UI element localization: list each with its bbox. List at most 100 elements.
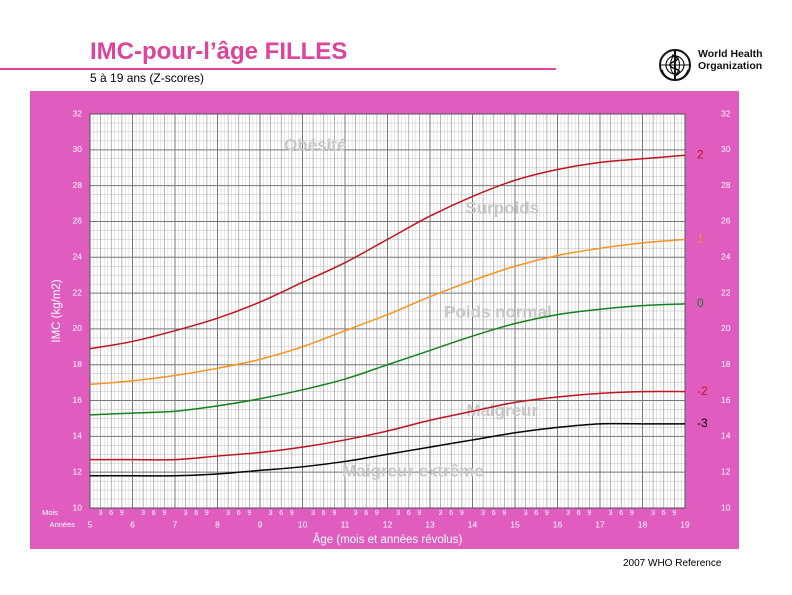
x-tick-label: 12 [383,519,393,529]
x-month-tick-label: 6 [152,510,156,517]
page-title: IMC-pour-l’âge FILLES [90,38,348,65]
who-emblem-icon [659,49,691,81]
x-month-tick-label: 6 [279,510,283,517]
x-month-tick-label: 9 [502,510,506,517]
x-tick-label: 5 [88,519,93,529]
x-tick-label: 18 [638,519,648,529]
x-tick-label: 17 [595,519,605,529]
title-underline [0,68,556,70]
plot-border [89,113,686,509]
x-month-tick-label: 9 [545,510,549,517]
x-month-tick-label: 3 [226,510,230,517]
y-tick-label-right: 10 [721,502,731,512]
x-month-tick-label: 9 [375,510,379,517]
zscore-curve--3 [90,422,685,477]
y-tick-label-left: 12 [73,466,83,476]
x-month-tick-label: 9 [332,510,336,517]
x-month-tick-label: 3 [481,510,485,517]
x-month-tick-label: 9 [247,510,251,517]
x-month-tick-label: 3 [184,510,188,517]
series-label: -3 [697,416,708,430]
x-month-tick-label: 6 [364,510,368,517]
x-axis-title: Âge (mois et années révolus) [313,533,463,546]
y-tick-label-right: 12 [721,466,731,476]
y-tick-label-right: 28 [721,180,731,190]
x-tick-label: 6 [130,519,135,529]
y-tick-label-left: 10 [73,502,83,512]
y-axis-title: IMC (kg/m2) [51,279,63,342]
x-month-tick-label: 9 [587,510,591,517]
zone-label: Obésité [284,136,346,155]
zone-label: Maigreur [466,401,538,420]
x-month-tick-label: 6 [492,510,496,517]
series-label: 2 [697,147,704,161]
x-month-tick-label: 3 [311,510,315,517]
x-month-tick-label: 3 [354,510,358,517]
x-tick-label: 11 [341,519,350,529]
zone-label: Maigreur extrême [342,462,484,481]
x-month-tick-label: 3 [524,510,528,517]
who-logo: World Health Organization [656,46,786,86]
x-tick-label: 9 [258,519,263,529]
x-month-tick-label: 9 [162,510,166,517]
x-month-tick-label: 9 [417,510,421,517]
y-tick-label-right: 20 [721,323,731,333]
x-tick-label: 16 [553,519,563,529]
y-tick-label-left: 22 [73,287,83,297]
y-tick-label-right: 26 [721,216,731,226]
x-tick-label: 10 [298,519,308,529]
y-tick-label-right: 24 [721,252,731,262]
y-tick-label-right: 22 [721,287,731,297]
y-tick-label-right: 14 [721,431,731,441]
x-month-tick-label: 3 [99,510,103,517]
who-logo-line-1: World Health [698,48,763,60]
y-tick-label-left: 14 [73,431,83,441]
zone-label: Surpoids [465,198,539,217]
zscore-curve-0 [89,303,686,416]
x-tick-label: 7 [173,519,178,529]
x-month-tick-label: 3 [609,510,613,517]
x-month-tick-label: 9 [290,510,294,517]
footer-reference: 2007 WHO Reference [623,558,722,569]
series-label: 1 [697,232,704,246]
y-tick-label-left: 26 [73,216,83,226]
x-month-tick-label: 9 [672,510,676,517]
x-month-tick-label: 6 [577,510,581,517]
x-row-label-months: Mois [42,508,58,517]
y-tick-label-left: 16 [73,395,83,405]
x-month-tick-label: 6 [662,510,666,517]
y-tick-label-right: 18 [721,359,731,369]
zone-label: Poids normal [444,302,552,321]
x-tick-label: 15 [510,519,520,529]
y-tick-label-right: 32 [721,108,731,118]
x-month-tick-label: 6 [449,510,453,517]
x-month-tick-label: 3 [566,510,570,517]
x-row-label-years: Années [50,520,76,529]
x-month-tick-label: 9 [205,510,209,517]
x-month-tick-label: 6 [194,510,198,517]
y-tick-label-left: 20 [73,323,83,333]
x-tick-label: 19 [680,519,690,529]
who-logo-line-2: Organization [698,60,763,72]
x-tick-label: 13 [425,519,435,529]
zscore-curve--2 [90,390,686,461]
y-tick-label-right: 30 [721,144,731,154]
x-month-tick-label: 6 [619,510,623,517]
x-month-tick-label: 9 [460,510,464,517]
zscore-curve-2 [89,154,686,350]
y-tick-label-left: 30 [73,144,83,154]
y-tick-label-right: 16 [721,395,731,405]
y-tick-label-left: 24 [73,252,83,262]
x-month-tick-label: 3 [651,510,655,517]
x-tick-label: 8 [215,519,220,529]
x-month-tick-label: 3 [439,510,443,517]
x-month-tick-label: 9 [630,510,634,517]
y-tick-label-left: 18 [73,359,83,369]
x-month-tick-label: 3 [141,510,145,517]
x-tick-label: 14 [468,519,478,529]
x-month-tick-label: 6 [534,510,538,517]
x-month-tick-label: 9 [120,510,124,517]
zscore-curve-1 [89,238,686,386]
x-month-tick-label: 3 [269,510,273,517]
